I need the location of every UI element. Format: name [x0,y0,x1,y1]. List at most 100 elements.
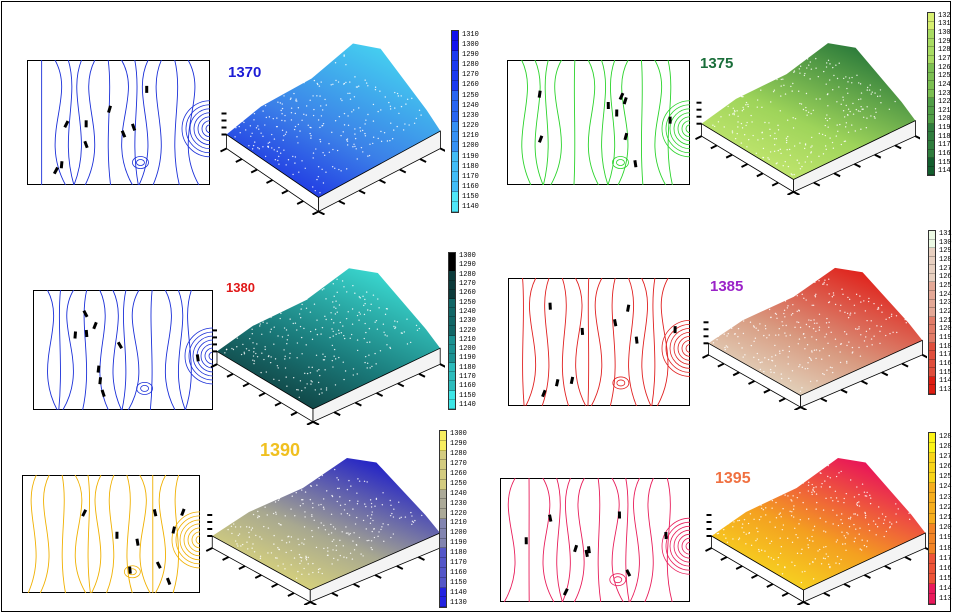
legend-tick-label: 128 [939,432,952,441]
legend-tick-label: 129 [938,37,951,46]
contour-line [82,290,88,410]
well-marker [573,544,579,553]
well-marker [63,120,70,128]
legend-tick-label: 1140 [462,203,479,212]
well-marker [152,509,158,517]
contour-line [525,278,537,406]
contour-line [27,475,37,593]
surface-mesh [217,268,441,409]
contour-line [562,478,571,602]
legend-tick-label: 1220 [462,122,479,131]
contour-line [521,60,532,185]
color-legend-1370: 1310 1300 1290 1280 1270 1260 1250 1240 1230 1220… [451,30,481,213]
legend-tick-label: 125 [939,281,952,290]
well-marker [128,566,132,574]
well-marker [116,341,123,350]
legend-tick-label: 1280 [450,450,467,459]
contour-line [106,475,115,593]
well-marker [84,329,89,338]
legend-tick-label: 126 [938,63,951,72]
contour-line [174,60,180,185]
contour-line [61,475,66,593]
surface-plot-1395 [700,455,932,606]
legend-tick-label: 117 [938,141,951,150]
contour-line [74,475,87,593]
legend-tick-label: 113 [939,386,952,395]
legend-tick-label: 1220 [450,509,467,518]
legend-tick-label: 132 [938,11,951,20]
legend-tick-label: 1230 [462,111,479,120]
legend-tick-label: 118 [938,132,951,141]
well-marker [145,85,149,93]
contour-line [629,478,640,602]
contour-line [126,475,133,593]
contour-line [550,60,562,185]
well-marker [92,321,98,330]
legend-tick-label: 118 [939,544,952,553]
contour-line [590,278,603,406]
legend-tick-label: 121 [938,106,951,115]
contour-line [542,60,549,185]
legend-tick-label: 1270 [462,71,479,80]
legend-tick-label: 123 [938,89,951,98]
contour-line [177,290,186,410]
legend-tick-label: 1240 [450,489,467,498]
well-marker [98,377,103,385]
contour-line [641,278,652,406]
legend-tick-label: 127 [939,452,952,461]
legend-tick-label: 119 [939,334,952,343]
well-marker [541,389,547,398]
legend-tick-label: 120 [939,524,952,533]
legend-tick-label: 1180 [462,162,479,171]
legend-tick-label: 1240 [462,101,479,110]
contour-line [561,278,570,406]
well-marker [100,389,106,398]
legend-tick-label: 124 [939,483,952,492]
contour-line [503,478,516,602]
surface-plot-1370 [215,40,447,216]
contour-line [187,60,200,185]
well-marker [81,509,88,517]
legend-tick-label: 1180 [450,549,467,558]
well-marker [59,161,64,169]
legend-tick-label: 130 [938,29,951,38]
surface-mesh [226,43,441,198]
contour-line [611,478,624,602]
contour-line [152,60,162,185]
well-marker [120,130,127,138]
legend-tick-label: 113 [939,595,952,604]
legend-tick-label: 1210 [459,335,476,344]
well-marker [73,331,78,339]
legend-tick-label: 1260 [459,289,476,298]
legend-tick-label: 130 [939,238,952,247]
well-marker [524,537,528,545]
contour-line [617,60,629,185]
contour-line [91,475,102,593]
contour-line [138,60,149,185]
contour-line [121,60,133,185]
contour-line [542,478,555,602]
legend-tick-label: 1190 [450,539,467,548]
well-marker [623,132,629,141]
legend-tick-label: 122 [939,503,952,512]
well-marker [548,302,552,310]
legend-tick-label: 120 [939,325,952,334]
color-legend-1385: 131 130 129 128 127 126 125 124 123 122 121 120 119 1… [928,230,954,395]
surface-plot-1375 [690,40,922,196]
contour-line [127,290,140,410]
legend-tick-label: 131 [939,229,952,238]
legend-colorbar [439,430,447,608]
color-legend-1390: 1300 1290 1280 1270 1260 1250 1240 1230 1220 1210… [439,430,469,608]
surface-mesh [701,43,916,180]
legend-colorbar [451,30,459,213]
contour-line [601,60,609,185]
legend-tick-label: 1250 [462,91,479,100]
legend-tick-label: 119 [939,534,952,543]
legend-tick-label: 121 [939,514,952,522]
color-legend-1375: 132 131 130 129 128 127 126 125 124 123 122 121 120 1… [927,12,954,176]
legend-tick-label: 114 [939,585,952,594]
legend-tick-label: 1270 [450,460,467,469]
year-label-1380: 1380 [226,280,255,295]
legend-tick-label: 115 [939,575,952,584]
